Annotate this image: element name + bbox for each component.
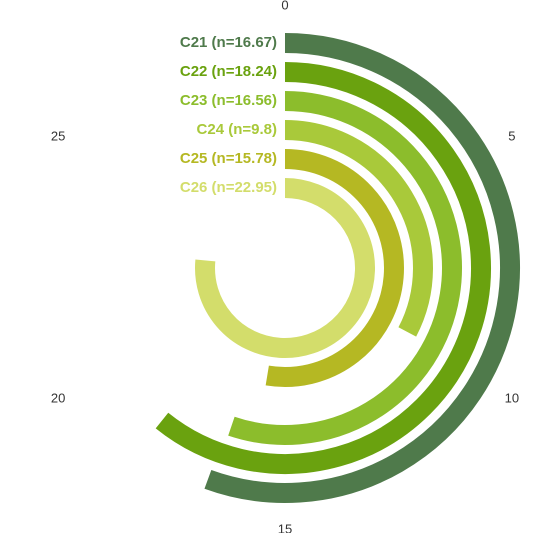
bars: [155, 33, 520, 503]
bar-label: C22 (n=18.24): [180, 63, 277, 80]
tick-label: 5: [508, 128, 515, 143]
bar-arc: [204, 33, 520, 503]
bar-arc: [265, 149, 404, 387]
tick-label: 0: [281, 0, 288, 12]
bar-label: C25 (n=15.78): [180, 150, 277, 167]
bar-label: C21 (n=16.67): [180, 34, 277, 51]
tick-label: 15: [278, 521, 292, 533]
bar-label: C23 (n=16.56): [180, 92, 277, 109]
axis-ticks: 0 5 10 15 20 25: [51, 0, 519, 533]
bar-labels: C21 (n=16.67) C22 (n=18.24) C23 (n=16.56) C…: [180, 34, 277, 196]
bar-arc: [155, 62, 491, 474]
bar-arc: [228, 91, 462, 445]
bar-label: C24 (n=9.8): [197, 121, 277, 138]
tick-label: 25: [51, 128, 65, 143]
bar-label: C26 (n=22.95): [180, 179, 277, 196]
bar-arc: [195, 178, 375, 358]
bar-arc: [284, 120, 433, 337]
tick-label: 10: [505, 390, 519, 405]
tick-label: 20: [51, 390, 65, 405]
